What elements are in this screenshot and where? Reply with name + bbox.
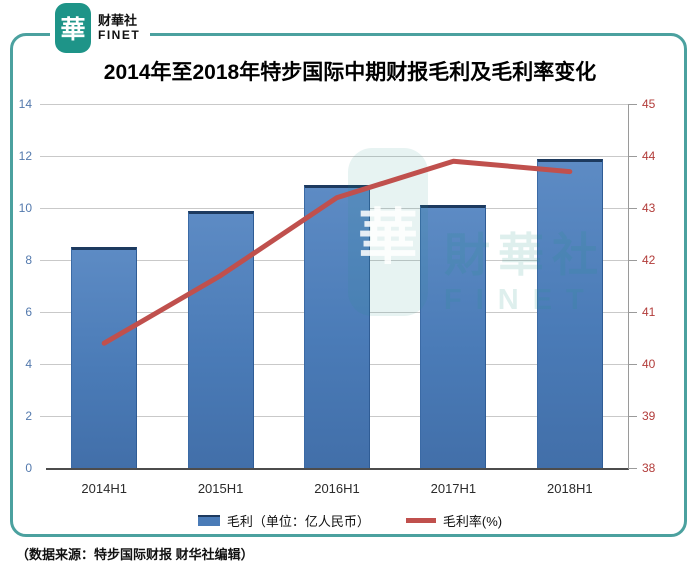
right-axis-tick-label: 44 <box>642 149 656 163</box>
gross-profit-bar <box>420 205 487 468</box>
plot-area <box>40 104 637 470</box>
left-axis: 0 2 4 6 8 10 12 14 <box>0 97 40 475</box>
gross-profit-bar <box>71 247 138 468</box>
left-axis-tick-label: 2 <box>25 409 32 423</box>
right-axis-tick-label: 39 <box>642 409 656 423</box>
x-axis-category-label: 2018H1 <box>547 481 593 496</box>
seal-character: 華 <box>60 16 86 44</box>
right-axis-tick <box>628 364 637 365</box>
right-axis-tick <box>628 104 637 105</box>
right-axis: 38 39 40 41 42 43 44 45 <box>628 97 672 475</box>
gridline <box>40 104 628 105</box>
right-axis-tick <box>628 312 637 313</box>
right-axis-tick-label: 43 <box>642 201 656 215</box>
right-axis-tick-label: 40 <box>642 357 656 371</box>
left-axis-tick-label: 8 <box>25 253 32 267</box>
chart-frame <box>10 33 687 537</box>
right-axis-tick <box>628 260 637 261</box>
right-axis-tick <box>628 468 637 469</box>
x-axis-category-label: 2014H1 <box>81 481 127 496</box>
legend-label-gross-profit: 毛利（单位：亿人民币） <box>226 514 370 529</box>
legend-item-gross-profit: 毛利（单位：亿人民币） <box>197 511 370 530</box>
gross-margin-swatch-icon <box>405 518 436 523</box>
gross-profit-swatch-icon <box>197 515 220 526</box>
x-axis-category-label: 2016H1 <box>314 481 360 496</box>
left-axis-tick-label: 14 <box>18 97 32 111</box>
chart-legend: 毛利（单位：亿人民币） 毛利率(%) <box>0 511 700 530</box>
chart-title: 2014年至2018年特步国际中期财报毛利及毛利率变化 <box>103 61 597 84</box>
finet-seal-icon: 華 <box>55 3 91 53</box>
legend-label-gross-margin: 毛利率(%) <box>442 514 503 529</box>
logo-name-en: FINET <box>98 27 141 42</box>
gridline <box>40 156 628 157</box>
left-axis-tick-label: 10 <box>18 201 32 215</box>
x-axis-category-label: 2015H1 <box>197 481 244 496</box>
left-axis-tick-label: 0 <box>25 461 32 475</box>
left-axis-tick-label: 4 <box>25 357 32 371</box>
source-note: （数据来源：特步国际财报 财华社编辑） <box>16 547 254 562</box>
finet-logo: 華 财華社 FINET <box>50 3 151 53</box>
right-axis-tick <box>628 156 637 157</box>
x-axis-category-label: 2017H1 <box>430 481 477 496</box>
gross-profit-bar <box>187 210 254 468</box>
legend-item-gross-margin: 毛利率(%) <box>405 511 503 530</box>
left-axis-tick-label: 12 <box>18 149 32 163</box>
right-axis-tick <box>628 416 637 417</box>
right-axis-tick-label: 42 <box>642 253 656 267</box>
right-axis-tick <box>628 208 637 209</box>
gross-profit-bar <box>536 158 603 468</box>
right-axis-tick-label: 45 <box>642 97 656 111</box>
right-axis-tick-label: 41 <box>642 305 656 319</box>
logo-name-cn: 财華社 <box>98 12 138 28</box>
right-axis-tick-label: 38 <box>642 461 656 475</box>
gross-profit-bar <box>304 184 370 468</box>
logo-text: 财華社 FINET <box>98 12 141 43</box>
left-axis-tick-label: 6 <box>25 305 32 319</box>
